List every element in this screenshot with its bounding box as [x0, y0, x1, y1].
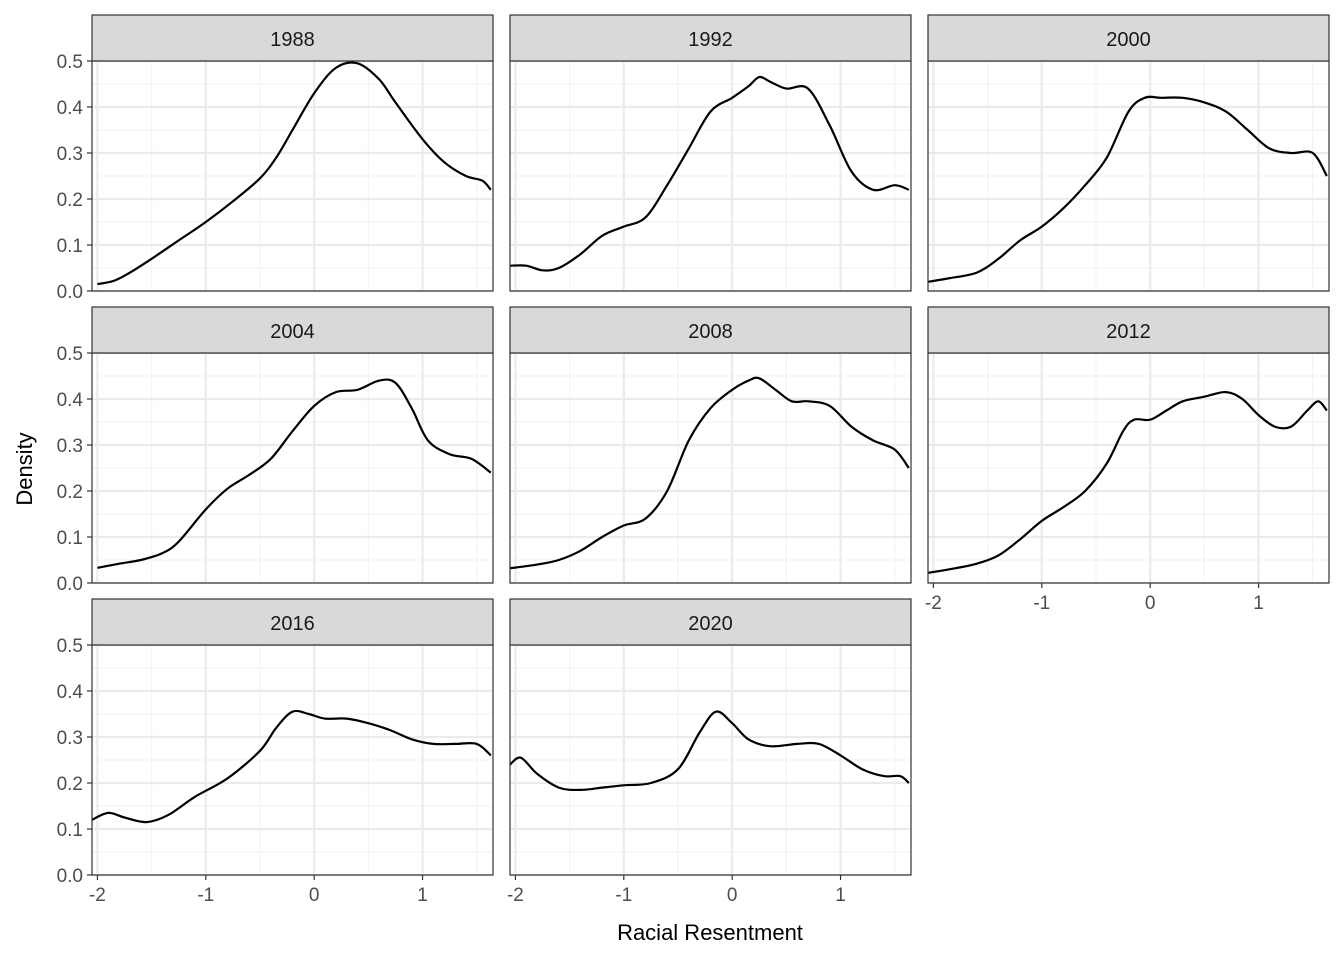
y-tick-label: 0.5 — [57, 636, 83, 657]
x-tick-label: -2 — [89, 885, 106, 906]
y-tick-label: 0.3 — [57, 144, 83, 165]
facet-strip-label: 2016 — [270, 613, 315, 635]
facet-2008: 2008 — [509, 306, 912, 585]
y-tick-label: 0.2 — [57, 190, 83, 211]
x-tick-label: 1 — [835, 885, 846, 906]
x-tick-label: 1 — [417, 885, 428, 906]
density-line-2008 — [509, 376, 910, 570]
facet-strip-label: 1988 — [270, 29, 315, 51]
y-tick-label: 0.1 — [57, 236, 83, 257]
y-tick-label: 0.5 — [57, 344, 83, 365]
facet-strip — [91, 598, 494, 646]
facet-strip — [927, 14, 1330, 62]
facet-strip-label: 2008 — [688, 321, 733, 343]
facet-2004: 2004 0.0 0.1 0.2 0.3 0.4 0.5 — [57, 306, 494, 595]
y-tick-label: 0.4 — [57, 98, 84, 119]
density-line-2012 — [927, 390, 1328, 574]
density-line-1992 — [509, 75, 910, 272]
y-axis-title: Density — [12, 432, 37, 505]
y-tick-label: 0.0 — [57, 282, 83, 303]
facet-strip — [509, 598, 912, 646]
x-tick-label: 0 — [309, 885, 320, 906]
y-tick-label: 0.3 — [57, 728, 83, 749]
y-tick-label: 0.0 — [57, 574, 83, 595]
x-tick-label: 0 — [727, 885, 738, 906]
density-line-2016 — [91, 709, 492, 824]
density-line-2004 — [97, 378, 492, 569]
x-tick-label: -2 — [507, 885, 524, 906]
facet-strip — [509, 14, 912, 62]
facet-strip-label: 2000 — [1106, 29, 1151, 51]
facet-2012: 2012 -2 -1 0 1 — [925, 306, 1330, 614]
facet-strip-label: 1992 — [688, 29, 733, 51]
x-tick-label: -1 — [1033, 593, 1050, 614]
density-line-2020 — [509, 710, 910, 792]
x-tick-label: -1 — [615, 885, 632, 906]
y-tick-label: 0.1 — [57, 528, 83, 549]
facet-strip-label: 2004 — [270, 321, 315, 343]
facet-strip — [91, 14, 494, 62]
facet-strip-label: 2020 — [688, 613, 733, 635]
y-tick-label: 0.4 — [57, 682, 84, 703]
facet-2016: 2016 0.0 0.1 0.2 0.3 0.4 0.5 -2 -1 0 1 — [57, 598, 494, 906]
facet-2020: 2020 -2 -1 0 1 — [507, 598, 912, 906]
x-axis-title: Racial Resentment — [617, 920, 803, 945]
y-tick-label: 0.0 — [57, 866, 83, 887]
facet-strip — [509, 306, 912, 354]
x-tick-label: 0 — [1145, 593, 1156, 614]
y-tick-label: 0.3 — [57, 436, 83, 457]
x-tick-label: -1 — [197, 885, 214, 906]
facet-strip — [927, 306, 1330, 354]
facet-1992: 1992 — [509, 14, 912, 293]
facet-strip — [91, 306, 494, 354]
y-tick-label: 0.2 — [57, 774, 83, 795]
facet-1988: 1988 0.0 0.1 0.2 0.3 0.4 0.5 — [57, 14, 494, 303]
x-tick-label: 1 — [1253, 593, 1264, 614]
facet-strip-label: 2012 — [1106, 321, 1151, 343]
facet-panels: 1988 0.0 0.1 0.2 0.3 0.4 0.5 1992 2000 2004 0.0 0.1… — [57, 14, 1330, 906]
y-tick-label: 0.2 — [57, 482, 83, 503]
density-line-2000 — [927, 95, 1328, 283]
density-line-1988 — [97, 61, 492, 286]
facet-2000: 2000 — [927, 14, 1330, 293]
y-tick-label: 0.1 — [57, 820, 83, 841]
x-tick-label: -2 — [925, 593, 942, 614]
y-tick-label: 0.4 — [57, 390, 84, 411]
y-tick-label: 0.5 — [57, 52, 83, 73]
